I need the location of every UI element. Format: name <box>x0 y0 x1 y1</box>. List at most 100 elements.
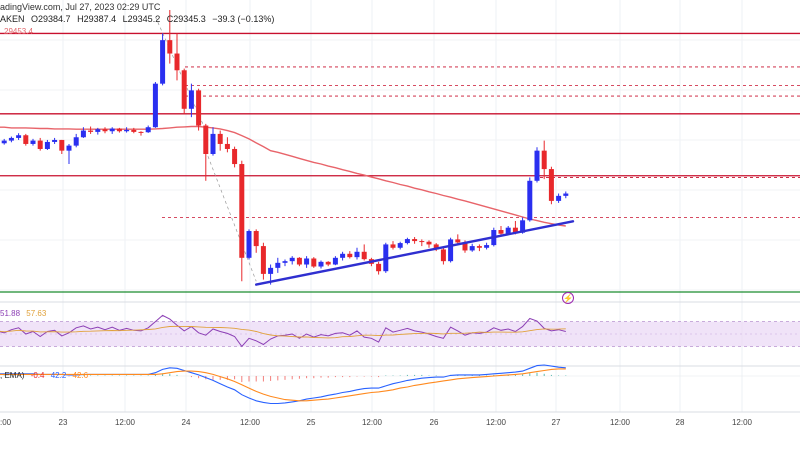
support-trendline <box>255 220 575 286</box>
candle-body <box>1 140 7 144</box>
candle-body <box>8 137 14 141</box>
macd-hist-value: -0.4 <box>30 371 45 380</box>
candle-body <box>476 246 482 248</box>
candle-body <box>563 193 569 196</box>
candle-body <box>498 230 504 234</box>
candle-body <box>484 245 490 248</box>
x-tick-label: 24 <box>182 418 191 427</box>
candle-body <box>275 262 281 268</box>
candle-body <box>455 239 461 243</box>
candle <box>8 136 14 143</box>
ma200-line <box>0 125 566 227</box>
candle <box>37 137 43 151</box>
ohlc-readout: AKEN O29384.7 H29387.4 L29345.2 C29345.3… <box>0 14 278 24</box>
x-tick-label: 28 <box>676 418 685 427</box>
candle-body <box>541 150 547 170</box>
candle-body <box>268 267 274 274</box>
x-tick-label: 12:00 <box>732 418 753 427</box>
candle <box>304 256 310 268</box>
candle-body <box>203 125 209 154</box>
candle <box>455 234 461 245</box>
candle <box>210 127 216 156</box>
candle <box>188 83 194 118</box>
candle <box>95 127 101 135</box>
candle-body <box>23 135 29 144</box>
candle-body <box>419 241 425 243</box>
candle-body <box>30 140 36 144</box>
candle-body <box>440 249 446 262</box>
change-value: −39.3 (−0.13%) <box>212 14 275 24</box>
candle-body <box>66 145 72 151</box>
candle <box>296 257 302 267</box>
candle-body <box>239 164 245 258</box>
candle <box>16 133 22 140</box>
candle <box>484 242 490 250</box>
candle-body <box>534 150 540 181</box>
candle-body <box>260 246 266 274</box>
candle-body <box>188 90 194 109</box>
candle-body <box>224 143 230 149</box>
candles <box>1 10 569 285</box>
candle-body <box>332 257 338 265</box>
candle <box>347 251 353 259</box>
candle-body <box>318 261 324 267</box>
candle-body <box>404 239 410 244</box>
candle <box>541 140 547 180</box>
candle <box>152 82 158 128</box>
candle <box>73 133 79 148</box>
candle-body <box>37 140 43 149</box>
candle <box>181 68 187 114</box>
candle-body <box>210 133 216 154</box>
indicator-alert-icon[interactable]: ⚡ <box>562 292 574 304</box>
x-tick-label: 23 <box>59 418 68 427</box>
candle-body <box>102 129 108 132</box>
candle <box>246 229 252 260</box>
candle <box>476 244 482 252</box>
candle <box>66 143 72 165</box>
candle <box>217 130 223 151</box>
candle <box>239 160 245 282</box>
moving-average <box>0 125 566 227</box>
candle-body <box>354 251 360 258</box>
close-value: C29345.3 <box>166 14 206 24</box>
candle-body <box>520 220 526 233</box>
low-value: L29345.2 <box>122 14 161 24</box>
open-value: O29384.7 <box>31 14 71 24</box>
candle <box>124 127 130 133</box>
candle <box>80 127 86 138</box>
candle <box>59 139 65 154</box>
candle-body <box>376 263 382 272</box>
candle-body <box>174 53 180 71</box>
candle-body <box>556 195 562 201</box>
guide-line-1 <box>205 150 257 282</box>
dotted-levels <box>162 66 800 219</box>
candle <box>88 126 94 134</box>
candle <box>390 241 396 250</box>
macd-panel <box>0 364 800 405</box>
macd-label: , EMA) <box>0 371 25 380</box>
rsi-legend: 51.88 57.63 <box>0 309 46 318</box>
candle <box>340 251 346 261</box>
price-tag: 29453.4 <box>4 27 33 36</box>
x-tick-label: 12:00 <box>362 418 383 427</box>
x-tick-label: 25 <box>307 418 316 427</box>
candle <box>138 131 144 136</box>
candle <box>282 259 288 267</box>
rsi-ma-value: 57.63 <box>26 309 47 318</box>
candle-body <box>88 130 94 132</box>
macd-signal-line <box>0 368 566 402</box>
candle <box>548 166 554 205</box>
candle <box>412 237 418 244</box>
candle <box>253 229 259 253</box>
candle-body <box>397 243 403 248</box>
candle-body <box>282 261 288 263</box>
candle-body <box>448 239 454 262</box>
candle-body <box>253 231 259 247</box>
candle-body <box>296 257 302 265</box>
candle <box>260 242 266 280</box>
x-tick-label: :00 <box>0 418 12 427</box>
candle-body <box>116 128 122 132</box>
candle-body <box>196 90 202 126</box>
